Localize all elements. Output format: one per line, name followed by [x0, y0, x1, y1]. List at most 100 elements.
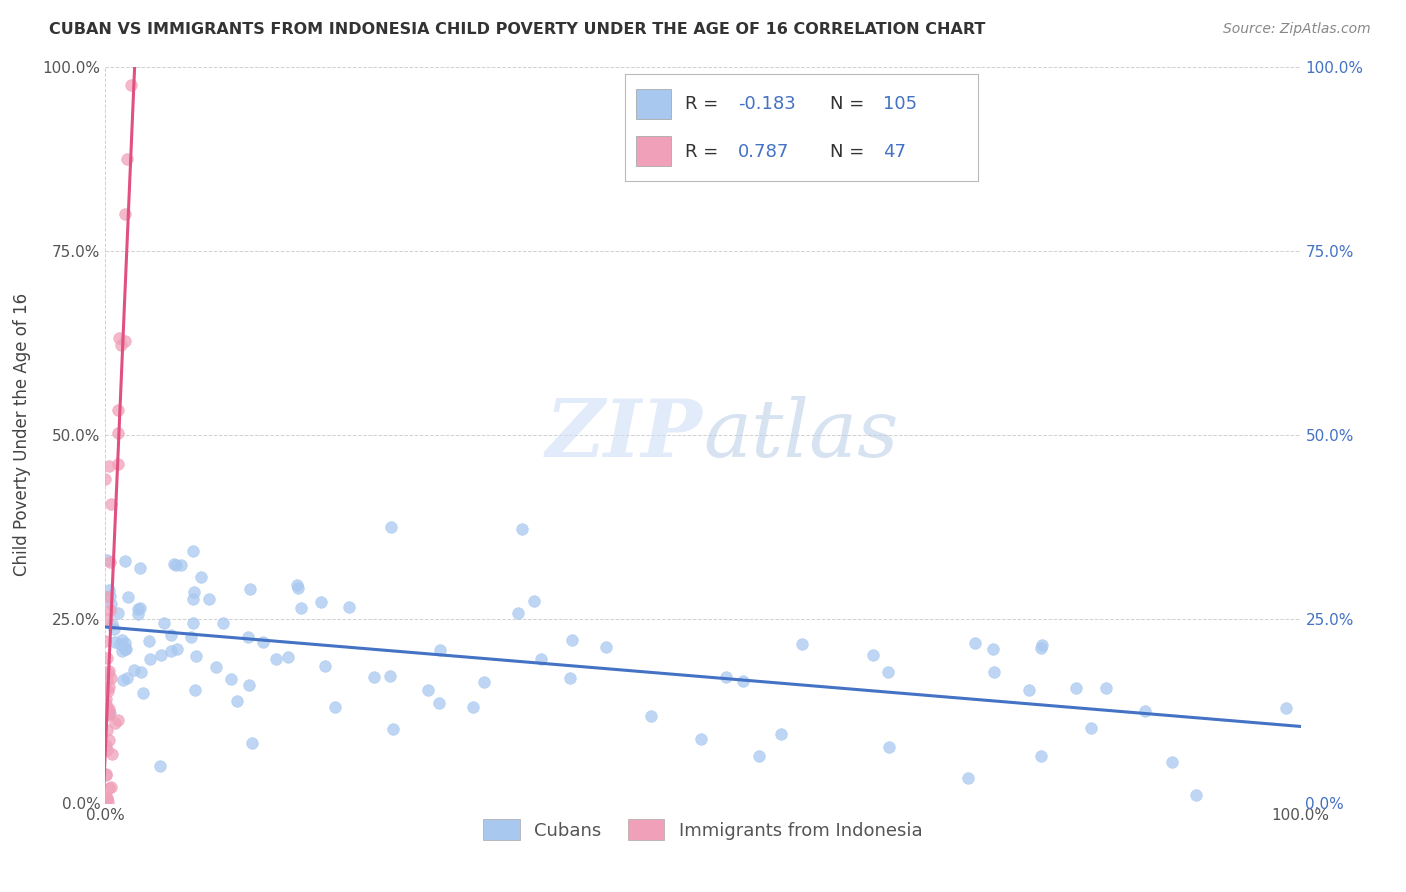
Point [115, 152, 138, 166]
Point [127, 607, 149, 621]
Point [94, 768, 117, 782]
Point [238, 678, 260, 692]
Point [160, 643, 183, 657]
Point [595, 640, 617, 654]
Point [1029, 749, 1052, 764]
Point [96, 590, 118, 604]
Point [378, 669, 401, 683]
Point [97, 795, 120, 809]
Point [114, 641, 136, 656]
Point [96, 553, 118, 567]
Point [226, 694, 249, 708]
Point [508, 606, 530, 620]
Point [117, 590, 139, 604]
Point [98, 706, 121, 720]
Point [101, 747, 124, 761]
Point [107, 425, 129, 440]
Point [94, 691, 117, 706]
Point [252, 635, 274, 649]
Point [115, 671, 138, 685]
Point [107, 331, 129, 345]
Point [416, 683, 439, 698]
Point [166, 642, 188, 657]
Point [96, 612, 118, 626]
Point [463, 700, 485, 714]
Point [277, 649, 299, 664]
Point [963, 636, 986, 650]
Point [561, 632, 583, 647]
Point [100, 603, 122, 617]
Point [690, 731, 713, 746]
Point [181, 544, 204, 558]
Point [1018, 683, 1040, 698]
Point [1184, 789, 1206, 803]
Point [107, 606, 129, 620]
Point [170, 558, 193, 572]
Point [380, 520, 402, 534]
Point [956, 771, 979, 785]
Point [129, 665, 152, 679]
Point [114, 334, 136, 348]
Point [122, 663, 145, 677]
Point [323, 699, 346, 714]
Point [181, 616, 204, 631]
Point [290, 600, 312, 615]
Point [180, 630, 202, 644]
Legend: Cubans, Immigrants from Indonesia: Cubans, Immigrants from Indonesia [474, 810, 932, 849]
Point [98, 590, 121, 604]
Point [560, 672, 582, 686]
Point [97, 665, 120, 680]
Point [114, 553, 136, 567]
Point [429, 643, 451, 657]
Point [1029, 640, 1052, 655]
Point [139, 652, 162, 666]
Point [184, 649, 207, 664]
Point [138, 633, 160, 648]
Point [97, 780, 120, 795]
Point [94, 767, 117, 781]
Point [100, 780, 122, 794]
Y-axis label: Child Poverty Under the Age of 16: Child Poverty Under the Age of 16 [14, 293, 31, 576]
Point [101, 616, 124, 631]
Point [1133, 704, 1156, 718]
Point [748, 748, 770, 763]
Point [149, 648, 172, 662]
Point [236, 631, 259, 645]
Point [107, 714, 129, 728]
Point [110, 338, 132, 352]
Point [114, 636, 136, 650]
Point [285, 578, 308, 592]
Point [100, 497, 122, 511]
Point [981, 641, 1004, 656]
Point [198, 592, 221, 607]
Point [510, 522, 533, 536]
Point [104, 716, 127, 731]
Point [97, 664, 120, 678]
Point [165, 558, 187, 573]
Point [96, 701, 118, 715]
Point [190, 569, 212, 583]
Point [97, 706, 120, 720]
Point [97, 706, 120, 720]
Point [183, 585, 205, 599]
Point [107, 457, 129, 471]
Point [98, 733, 121, 747]
Point [96, 790, 118, 805]
Point [239, 582, 262, 597]
Point [98, 702, 121, 716]
Point [877, 739, 900, 754]
Point [94, 697, 117, 711]
Point [120, 78, 142, 93]
Point [111, 633, 134, 648]
Point [97, 458, 120, 473]
Point [714, 670, 737, 684]
Point [221, 673, 243, 687]
Point [96, 673, 118, 687]
Point [94, 633, 117, 648]
Point [287, 581, 309, 595]
Point [204, 660, 226, 674]
Point [111, 644, 134, 658]
Point [523, 594, 546, 608]
Point [112, 673, 135, 687]
Point [181, 592, 204, 607]
